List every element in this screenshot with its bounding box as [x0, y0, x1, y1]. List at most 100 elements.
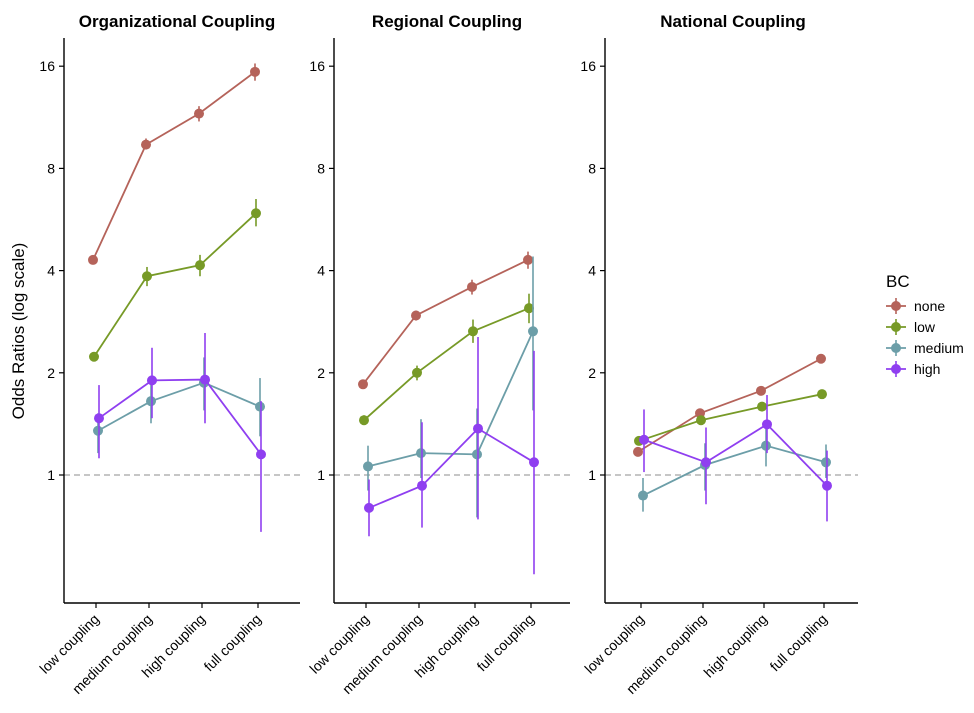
data-point: [358, 379, 368, 390]
legend-title: BC: [886, 272, 910, 291]
data-point: [701, 457, 711, 468]
panel-title: Regional Coupling: [372, 12, 522, 31]
panel-title: National Coupling: [660, 12, 805, 31]
y-tick-label: 4: [47, 263, 55, 279]
series-line: [643, 423, 828, 487]
data-point: [364, 502, 374, 513]
series-line: [363, 307, 530, 421]
data-point: [251, 208, 261, 219]
data-point: [141, 139, 151, 150]
series-none: [358, 251, 533, 390]
legend-entry-low: low: [886, 319, 936, 335]
data-point: [472, 449, 482, 460]
y-tick-label: 16: [39, 58, 55, 74]
series-line: [637, 357, 822, 453]
series-low: [634, 389, 827, 446]
data-point: [250, 66, 260, 77]
series-line: [98, 378, 262, 455]
data-point: [639, 434, 649, 445]
data-point: [529, 457, 539, 468]
data-point: [412, 367, 422, 378]
legend-swatch-point: [891, 301, 901, 311]
series-high: [364, 336, 539, 575]
data-point: [89, 351, 99, 362]
legend-swatch-point: [891, 322, 901, 332]
data-point: [142, 271, 152, 282]
legend-label: high: [914, 361, 940, 377]
series-line: [642, 444, 827, 497]
series-line: [92, 71, 256, 261]
series-low: [359, 293, 534, 426]
data-point: [93, 425, 103, 436]
series-medium: [638, 427, 831, 512]
y-tick-label: 4: [317, 263, 325, 279]
y-tick-label: 2: [317, 365, 325, 381]
series-line: [93, 212, 257, 358]
data-point: [467, 281, 477, 292]
data-point: [821, 457, 831, 468]
data-point: [147, 375, 157, 386]
x-tick-label: full coupling: [201, 611, 265, 675]
legend-entry-high: high: [886, 361, 940, 377]
series-high: [94, 332, 266, 532]
series-low: [89, 199, 261, 362]
data-point: [94, 413, 104, 424]
data-point: [417, 480, 427, 491]
series-none: [88, 63, 260, 265]
y-tick-label: 8: [588, 160, 596, 176]
data-point: [256, 449, 266, 460]
panels-layer: Organizational Coupling 1 2 4 8 16 low couplin…: [36, 12, 858, 697]
legend-swatch-point: [891, 364, 901, 374]
data-point: [359, 415, 369, 426]
series-line: [638, 393, 823, 442]
y-tick-label: 1: [47, 467, 55, 483]
series-none: [633, 353, 826, 457]
y-axis-label: Odds Ratios (log scale): [9, 243, 28, 420]
x-tick-label: high coupling: [700, 611, 770, 681]
legend-entry-medium: medium: [886, 340, 964, 356]
legend-entry-none: none: [886, 298, 945, 314]
series-medium: [93, 357, 265, 454]
data-point: [146, 396, 156, 407]
y-tick-label: 2: [588, 365, 596, 381]
series-line: [368, 427, 535, 509]
series-line: [362, 259, 529, 385]
data-point: [761, 440, 771, 451]
data-point: [88, 254, 98, 265]
data-point: [194, 108, 204, 119]
series-high: [639, 395, 832, 522]
data-point: [756, 385, 766, 396]
y-tick-label: 16: [309, 58, 325, 74]
x-tick-label: full coupling: [474, 611, 538, 675]
y-tick-label: 8: [47, 160, 55, 176]
data-point: [468, 326, 478, 337]
y-tick-label: 1: [588, 467, 596, 483]
data-point: [822, 480, 832, 491]
y-tick-label: 2: [47, 365, 55, 381]
data-point: [200, 374, 210, 385]
series-medium: [363, 256, 538, 518]
data-point: [255, 401, 265, 412]
data-point: [638, 490, 648, 501]
data-point: [633, 446, 643, 457]
data-point: [473, 423, 483, 434]
legend-label: medium: [914, 340, 964, 356]
data-point: [416, 448, 426, 459]
series-line: [367, 330, 534, 468]
data-point: [411, 310, 421, 321]
data-point: [524, 303, 534, 314]
legend-swatch-point: [891, 343, 901, 353]
legend: BC none low medium high: [886, 272, 964, 377]
y-tick-label: 16: [580, 58, 596, 74]
data-point: [817, 389, 827, 400]
legend-label: none: [914, 298, 945, 314]
y-tick-label: 1: [317, 467, 325, 483]
data-point: [816, 353, 826, 364]
y-tick-label: 4: [588, 263, 596, 279]
legend-label: low: [914, 319, 936, 335]
series-line: [97, 381, 261, 432]
